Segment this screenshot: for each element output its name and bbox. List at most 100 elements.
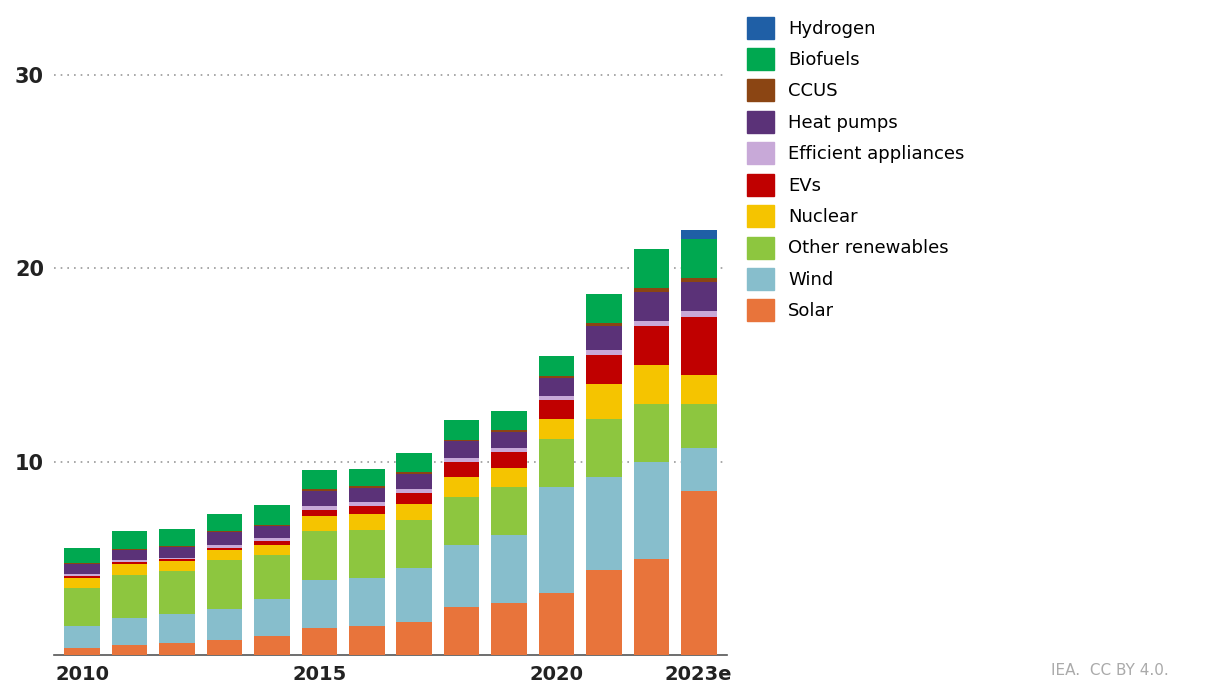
Bar: [302, 628, 337, 655]
Bar: [682, 317, 717, 375]
Bar: [254, 505, 290, 525]
Bar: [587, 570, 622, 655]
Bar: [302, 489, 337, 491]
Bar: [587, 477, 622, 570]
Bar: [444, 462, 479, 477]
Bar: [207, 561, 242, 609]
Bar: [207, 533, 242, 545]
Bar: [112, 549, 147, 550]
Bar: [587, 294, 622, 324]
Bar: [349, 530, 385, 578]
Bar: [587, 326, 622, 350]
Bar: [539, 400, 574, 419]
Bar: [254, 555, 290, 599]
Bar: [302, 470, 337, 489]
Bar: [634, 326, 669, 365]
Bar: [634, 287, 669, 291]
Bar: [634, 462, 669, 559]
Bar: [634, 559, 669, 655]
Bar: [539, 375, 574, 377]
Bar: [539, 593, 574, 655]
Bar: [397, 568, 432, 622]
Bar: [682, 311, 717, 317]
Bar: [65, 588, 100, 626]
Bar: [254, 541, 290, 545]
Bar: [444, 477, 479, 496]
Bar: [302, 510, 337, 516]
Bar: [65, 564, 100, 574]
Bar: [444, 442, 479, 458]
Bar: [492, 410, 527, 430]
Bar: [65, 626, 100, 647]
Bar: [682, 278, 717, 282]
Bar: [634, 365, 669, 404]
Bar: [349, 626, 385, 655]
Bar: [682, 375, 717, 404]
Bar: [65, 578, 100, 588]
Bar: [112, 561, 147, 563]
Bar: [492, 452, 527, 468]
Bar: [539, 377, 574, 396]
Bar: [302, 531, 337, 579]
Text: IEA.  CC BY 4.0.: IEA. CC BY 4.0.: [1050, 663, 1168, 678]
Bar: [159, 558, 195, 559]
Bar: [397, 475, 432, 489]
Bar: [159, 559, 195, 561]
Bar: [682, 404, 717, 448]
Bar: [112, 563, 147, 564]
Bar: [587, 419, 622, 477]
Bar: [634, 321, 669, 326]
Bar: [254, 545, 290, 555]
Bar: [159, 546, 195, 547]
Bar: [492, 535, 527, 603]
Bar: [254, 538, 290, 541]
Bar: [539, 356, 574, 375]
Bar: [397, 493, 432, 505]
Bar: [634, 404, 669, 462]
Bar: [397, 489, 432, 493]
Bar: [207, 550, 242, 561]
Bar: [682, 448, 717, 491]
Bar: [444, 607, 479, 655]
Bar: [634, 249, 669, 287]
Bar: [159, 614, 195, 642]
Bar: [207, 531, 242, 533]
Bar: [254, 636, 290, 655]
Bar: [587, 350, 622, 355]
Bar: [302, 579, 337, 628]
Bar: [159, 642, 195, 655]
Bar: [349, 503, 385, 506]
Bar: [397, 453, 432, 473]
Bar: [159, 561, 195, 571]
Bar: [112, 564, 147, 575]
Bar: [492, 468, 527, 487]
Bar: [254, 599, 290, 636]
Bar: [112, 531, 147, 549]
Bar: [112, 644, 147, 655]
Bar: [634, 291, 669, 321]
Bar: [302, 506, 337, 510]
Bar: [207, 609, 242, 640]
Bar: [682, 282, 717, 311]
Bar: [492, 432, 527, 448]
Bar: [65, 576, 100, 578]
Bar: [349, 506, 385, 514]
Bar: [682, 239, 717, 278]
Bar: [539, 396, 574, 400]
Bar: [112, 575, 147, 617]
Bar: [492, 487, 527, 535]
Bar: [587, 324, 622, 326]
Bar: [397, 473, 432, 475]
Bar: [159, 547, 195, 558]
Bar: [302, 516, 337, 531]
Bar: [444, 496, 479, 545]
Bar: [539, 438, 574, 487]
Bar: [587, 384, 622, 419]
Bar: [254, 525, 290, 526]
Bar: [492, 448, 527, 452]
Bar: [492, 430, 527, 432]
Bar: [112, 617, 147, 644]
Bar: [444, 420, 479, 440]
Bar: [159, 528, 195, 546]
Bar: [207, 514, 242, 531]
